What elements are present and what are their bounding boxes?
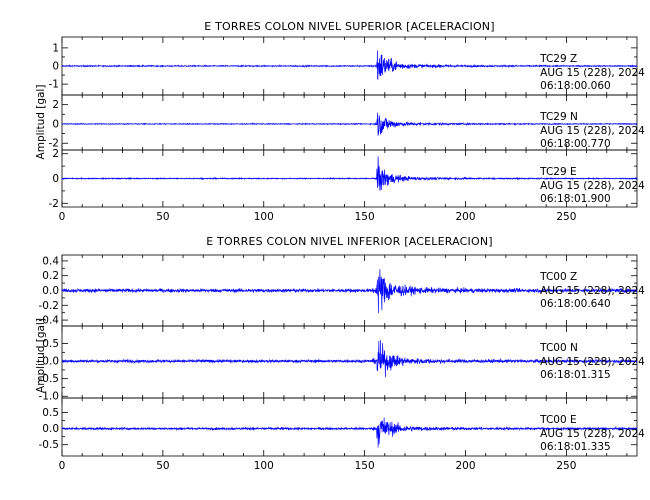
y-tick-label: -0.2 [39, 300, 60, 312]
record-time-label: 06:18:00.640 [540, 298, 611, 310]
chart-title: E TORRES COLON NIVEL INFERIOR [ACELERACI… [206, 235, 493, 248]
x-tick-label: 0 [59, 211, 66, 223]
y-tick-label: -1 [49, 79, 59, 91]
record-time-label: 06:18:01.900 [540, 193, 611, 205]
x-tick-label: 150 [355, 211, 375, 223]
y-tick-label: 0.0 [42, 356, 59, 368]
record-time-label: 06:18:01.335 [540, 441, 611, 453]
station-component-label: TC00 Z [539, 271, 577, 283]
record-date-label: AUG 15 (228), 2024 [540, 356, 645, 368]
record-date-label: AUG 15 (228), 2024 [540, 285, 645, 297]
y-tick-label: 0.4 [42, 255, 59, 267]
y-tick-label: -1.0 [39, 391, 60, 403]
chart-upper: E TORRES COLON NIVEL SUPERIOR [ACELERACI… [35, 20, 645, 223]
record-date-label: AUG 15 (228), 2024 [540, 428, 645, 440]
waveform-trace [61, 50, 638, 81]
x-tick-label: 0 [59, 460, 66, 472]
y-tick-label: 2 [52, 99, 59, 111]
record-date-label: AUG 15 (228), 2024 [540, 180, 645, 192]
record-date-label: AUG 15 (228), 2024 [540, 67, 645, 79]
y-tick-label: 1 [52, 42, 59, 54]
station-component-label: TC29 N [539, 111, 578, 123]
y-tick-label: -2 [49, 198, 59, 210]
y-tick-label: 0.0 [42, 423, 59, 435]
y-tick-label: 0.5 [42, 338, 59, 350]
waveform-trace [61, 417, 638, 448]
y-tick-label: -0.5 [39, 439, 60, 451]
record-time-label: 06:18:00.770 [540, 138, 611, 150]
waveform-trace [61, 269, 638, 314]
trace-panel-tc00-z: -0.4 -0.2 0.0 0.2 0.4 TC00 Z AUG 15 (228), 202… [39, 254, 645, 327]
y-tick-label: 0 [52, 118, 59, 130]
y-tick-label: -2 [49, 138, 59, 150]
x-tick-label: 200 [455, 211, 475, 223]
y-tick-label: 0.5 [42, 407, 59, 419]
waveform-trace [61, 112, 638, 136]
station-component-label: TC29 Z [539, 53, 577, 65]
chart-lower: E TORRES COLON NIVEL INFERIOR [ACELERACI… [35, 235, 645, 472]
y-axis-label: Amplitud [gal] [35, 318, 47, 393]
waveform-trace [61, 339, 638, 378]
record-time-label: 06:18:01.315 [540, 369, 611, 381]
y-tick-label: -0.4 [39, 315, 60, 327]
y-tick-label: 2 [52, 148, 59, 160]
x-tick-label: 200 [455, 460, 475, 472]
y-axis-label: Amplitud [gal] [35, 85, 47, 160]
trace-panel-tc00-e: -0.5 0.0 0.5 TC00 E AUG 15 (228), 202406:18:… [39, 397, 645, 457]
x-tick-label: 50 [156, 460, 169, 472]
y-tick-label: 0 [52, 61, 59, 73]
panel-frame [61, 397, 638, 457]
x-tick-label: 250 [556, 460, 576, 472]
y-tick-label: -0.5 [39, 373, 60, 385]
waveform-trace [61, 156, 638, 191]
x-tick-label: 100 [254, 460, 274, 472]
y-tick-label: 0 [52, 173, 59, 185]
y-tick-label: 0.2 [42, 270, 59, 282]
x-tick-label: 50 [156, 211, 169, 223]
x-tick-label: 100 [254, 211, 274, 223]
station-component-label: TC00 N [539, 342, 578, 354]
x-tick-label: 150 [355, 460, 375, 472]
y-tick-label: 0.0 [42, 285, 59, 297]
station-component-label: TC29 E [539, 166, 576, 178]
station-component-label: TC00 E [539, 414, 576, 426]
record-time-label: 06:18:00.060 [540, 80, 611, 92]
chart-title: E TORRES COLON NIVEL SUPERIOR [ACELERACI… [204, 20, 494, 33]
x-tick-label: 250 [556, 211, 576, 223]
record-date-label: AUG 15 (228), 2024 [540, 125, 645, 137]
trace-panel-tc00-n: -1.0 -0.5 0.0 0.5 TC00 N AUG 15 (228), 202406… [39, 325, 645, 403]
